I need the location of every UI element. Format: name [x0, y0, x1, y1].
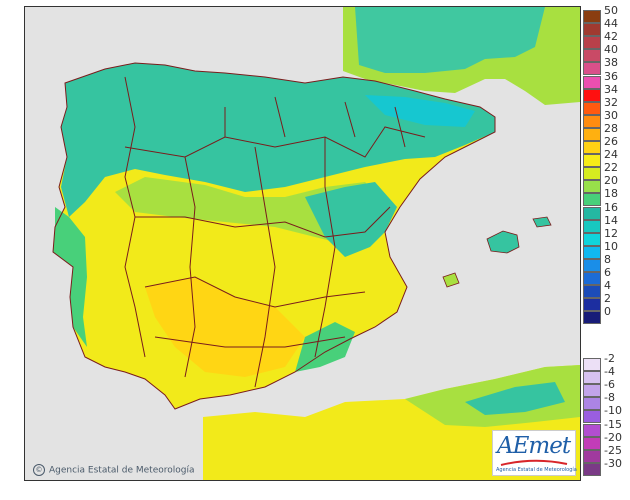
scale-negative-swatch: [583, 462, 601, 476]
scale-positive-label: 6: [604, 266, 611, 279]
scale-positive-swatch: [583, 272, 601, 285]
scale-negative-label: -25: [604, 443, 622, 457]
south-warm-zone: [145, 277, 305, 377]
scale-positive-swatch: [583, 219, 601, 233]
scale-positive-swatch: [583, 127, 601, 141]
scale-negative-label: -15: [604, 417, 622, 431]
scale-negative-swatch: [583, 410, 601, 424]
scale-negative-swatch: [583, 371, 601, 385]
scale-negative-label: -4: [604, 365, 615, 379]
scale-positive-label: 36: [604, 69, 618, 83]
scale-positive-swatch: [583, 206, 601, 220]
balearic-ibiza: [443, 273, 459, 287]
scale-positive-label: 20: [604, 174, 618, 188]
scale-positive-swatch: [583, 62, 601, 76]
balearic-mallorca: [487, 231, 519, 253]
scale-positive-label: 16: [604, 200, 618, 214]
scale-positive-swatch: [583, 75, 601, 89]
france-cool-zone: [355, 7, 545, 73]
scale-positive-swatch: [583, 23, 601, 37]
scale-positive-label: 18: [604, 187, 618, 201]
scale-negative-label: -2: [604, 352, 615, 365]
scale-positive-swatch: [583, 193, 601, 207]
region-borders: [52, 62, 496, 410]
scale-positive-label: 2: [604, 292, 611, 306]
scale-positive-label: 0: [604, 305, 611, 319]
scale-positive-label: 12: [604, 226, 618, 240]
scale-positive-label: 30: [604, 108, 618, 122]
map-canvas: [52, 7, 580, 480]
scale-negative-swatch: [583, 358, 601, 371]
scale-negative-label: -6: [604, 378, 615, 392]
scale-positive-swatch: [583, 298, 601, 312]
scale-positive-swatch: [583, 49, 601, 63]
west-coast-cool-zone: [53, 207, 87, 347]
scale-negative-label: -20: [604, 430, 622, 444]
temperature-map: © Agencia Estatal de Meteorología AEmet A…: [24, 6, 581, 481]
scale-negative-label: -8: [604, 391, 615, 405]
scale-negative-swatch: [583, 423, 601, 437]
copyright-credit: © Agencia Estatal de Meteorología: [33, 464, 195, 476]
scale-positive-label: 42: [604, 30, 618, 44]
aemet-logo-word: AEmet: [497, 433, 571, 459]
scale-negative-swatch: [583, 397, 601, 411]
balearic-menorca: [533, 217, 551, 227]
scale-positive-label: 8: [604, 252, 611, 266]
scale-negative-swatch: [583, 384, 601, 398]
scale-positive-swatch: [583, 101, 601, 115]
scale-positive-label: 4: [604, 279, 611, 293]
scale-positive-swatch: [583, 285, 601, 299]
scale-positive-label: 14: [604, 213, 618, 227]
scale-positive-swatch: [583, 154, 601, 168]
island-borders: [442, 216, 552, 288]
scale-negative-swatch: [583, 449, 601, 463]
scale-positive-label: 22: [604, 161, 618, 175]
scale-positive-swatch: [583, 36, 601, 50]
scale-positive-swatch: [583, 88, 601, 102]
scale-positive-swatch: [583, 232, 601, 246]
scale-positive-label: 26: [604, 135, 618, 148]
scale-positive-label: 50: [604, 4, 618, 17]
southeast-cool-zone: [295, 322, 355, 372]
logo-swoosh-icon: [500, 459, 568, 466]
scale-positive-label: 10: [604, 239, 618, 253]
scale-positive-swatch: [583, 114, 601, 128]
scale-positive-label: 38: [604, 56, 618, 70]
scale-positive-label: 32: [604, 95, 618, 109]
scale-positive-swatch: [583, 311, 601, 325]
scale-positive-label: 34: [604, 82, 618, 96]
scale-positive-swatch: [583, 10, 601, 23]
scale-positive-swatch: [583, 258, 601, 272]
scale-positive-label: 40: [604, 43, 618, 57]
aemet-logo-subtext: Agencia Estatal de Meteorología: [496, 467, 577, 473]
pyrenees-cold-zone: [365, 95, 475, 127]
scale-positive-swatch: [583, 180, 601, 194]
scale-positive-swatch: [583, 245, 601, 259]
credit-text: Agencia Estatal de Meteorología: [49, 465, 195, 476]
scale-negative-label: -30: [604, 456, 622, 470]
scale-negative-label: -10: [604, 404, 622, 418]
scale-positive-label: 44: [604, 17, 618, 31]
scale-negative-swatch: [583, 436, 601, 450]
scale-positive-swatch: [583, 167, 601, 181]
scale-positive-label: 28: [604, 121, 618, 135]
aemet-logo: AEmet Agencia Estatal de Meteorología: [492, 430, 577, 476]
east-cool-zone: [305, 182, 397, 257]
scale-positive-swatch: [583, 141, 601, 154]
atlas-cool-zone: [465, 382, 565, 415]
copyright-icon: ©: [33, 464, 45, 476]
scale-positive-label: 24: [604, 148, 618, 162]
